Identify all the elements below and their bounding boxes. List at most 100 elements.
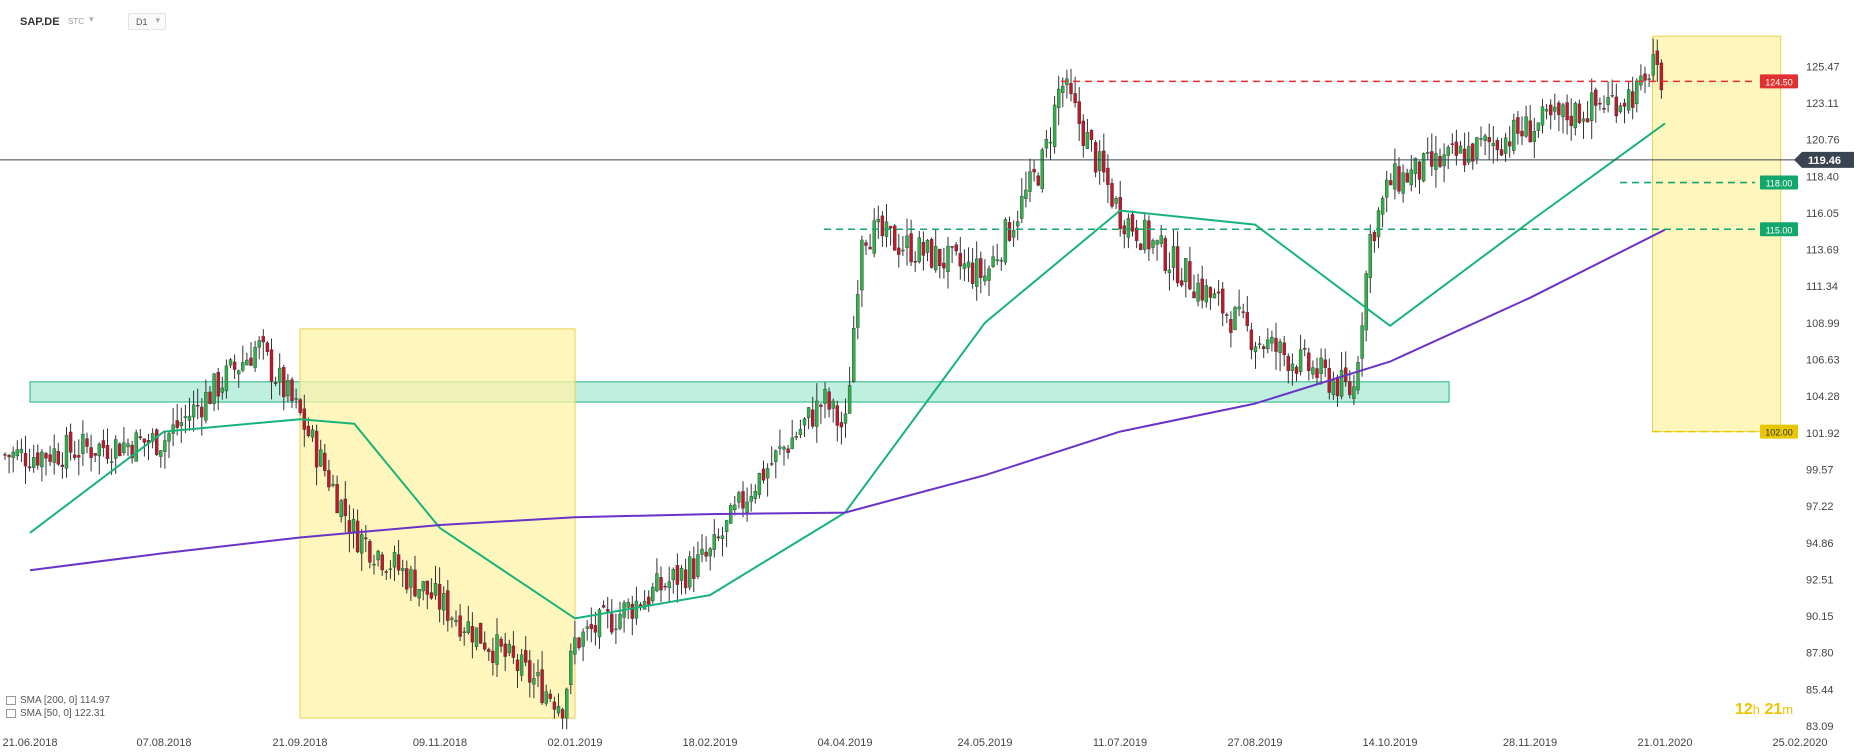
candle-body [1302, 347, 1307, 350]
candle-body [64, 434, 69, 469]
candle-body [548, 693, 552, 699]
candle-body [790, 437, 794, 450]
candle-body [1491, 142, 1496, 147]
candle-body [540, 669, 544, 704]
candle-body [741, 491, 745, 509]
candle-body [1348, 381, 1352, 396]
candle-body [101, 440, 106, 449]
candle-body [1659, 62, 1664, 91]
candle-body [1573, 103, 1578, 129]
indicator-settings-icon[interactable] [6, 695, 16, 705]
candle-body [720, 535, 725, 540]
candle-body [1401, 172, 1405, 194]
candle-body [1565, 102, 1569, 121]
candle-body [1245, 312, 1250, 326]
candle-body [1032, 168, 1036, 173]
candle-body [286, 380, 290, 397]
candle-body [23, 453, 28, 467]
candle-body [1372, 231, 1377, 242]
candle-body [487, 649, 491, 652]
level-badge-support-115 [1760, 222, 1798, 237]
candle-body [1253, 346, 1258, 353]
candle-body [1335, 376, 1340, 397]
candle-body [1114, 197, 1118, 204]
candle-body [1446, 146, 1450, 156]
candle-body [1216, 291, 1221, 294]
candle-body [1298, 349, 1303, 372]
candle-body [72, 454, 77, 459]
candle-body [32, 457, 36, 468]
indicator-settings-icon[interactable] [6, 708, 16, 718]
candle-body [1536, 122, 1541, 131]
candle-body [15, 449, 20, 457]
candle-body [1458, 145, 1463, 154]
legend-sma-50[interactable]: SMA [50, 0] 122.31 [6, 708, 105, 719]
candle-body [901, 249, 905, 252]
y-tick-label: 106.63 [1806, 355, 1840, 367]
candle-body [1208, 287, 1213, 298]
candle-body [815, 400, 819, 427]
candle-body [733, 504, 737, 511]
candle-body [1589, 92, 1594, 121]
candle-body [1175, 246, 1180, 284]
candle-body [323, 452, 327, 471]
symbol-dropdown-icon[interactable]: ▾ [89, 14, 94, 24]
x-tick-label: 24.05.2019 [957, 737, 1012, 749]
candle-body [1204, 285, 1209, 303]
candle-body [249, 357, 253, 366]
candle-body [1110, 183, 1114, 207]
candle-body [556, 706, 561, 714]
candle-body [770, 463, 774, 465]
candle-body [171, 424, 175, 434]
candle-body [1577, 103, 1582, 123]
candle-body [1438, 156, 1442, 167]
candle-body [1282, 342, 1286, 355]
candle-body [692, 558, 696, 579]
candle-body [778, 446, 782, 449]
candle-body [446, 590, 450, 621]
candle-body [761, 468, 766, 481]
candle-body [560, 709, 565, 719]
candle-body [860, 239, 864, 291]
candle-body [938, 248, 942, 267]
legend-sma-200[interactable]: SMA [200, 0] 114.97 [6, 695, 110, 706]
y-tick-label: 123.11 [1806, 98, 1839, 110]
candle-body [68, 431, 73, 453]
candle-body [503, 643, 507, 657]
candle-body [983, 275, 987, 282]
candle-body [1548, 104, 1553, 116]
candle-body [1417, 161, 1422, 180]
candle-body [1069, 83, 1073, 95]
candle-body [1331, 380, 1336, 395]
candle-body [1397, 166, 1401, 192]
y-tick-label: 118.40 [1806, 171, 1839, 183]
candle-body [1097, 151, 1102, 171]
candle-body [647, 596, 651, 605]
candle-body [802, 418, 807, 426]
level-label-target-102: 102.00 [1765, 428, 1793, 438]
timeframe-select[interactable]: D1 ▾ [128, 13, 166, 30]
candle-body [1184, 258, 1188, 283]
symbol-label[interactable]: SAP.DE [20, 16, 60, 28]
candle-body [454, 619, 458, 623]
candle-body [1475, 137, 1479, 159]
candle-body [1405, 172, 1409, 183]
candle-body [413, 569, 417, 597]
candle-body [745, 501, 749, 513]
candle-body [491, 650, 495, 663]
level-label-resistance: 124.50 [1765, 77, 1793, 87]
green-support-zone [29, 381, 1450, 403]
level-badge-target-102 [1760, 424, 1798, 439]
candle-body [1179, 280, 1184, 286]
candle-body [368, 541, 372, 563]
candle-body [335, 483, 339, 514]
candle-body [159, 450, 163, 457]
candle-body [688, 556, 692, 588]
x-tick-label: 07.08.2018 [136, 737, 191, 749]
candle-body [306, 425, 311, 437]
candle-body [1233, 307, 1237, 330]
candle-body [811, 409, 815, 427]
candle-body [228, 359, 233, 366]
candle-body [991, 256, 995, 267]
